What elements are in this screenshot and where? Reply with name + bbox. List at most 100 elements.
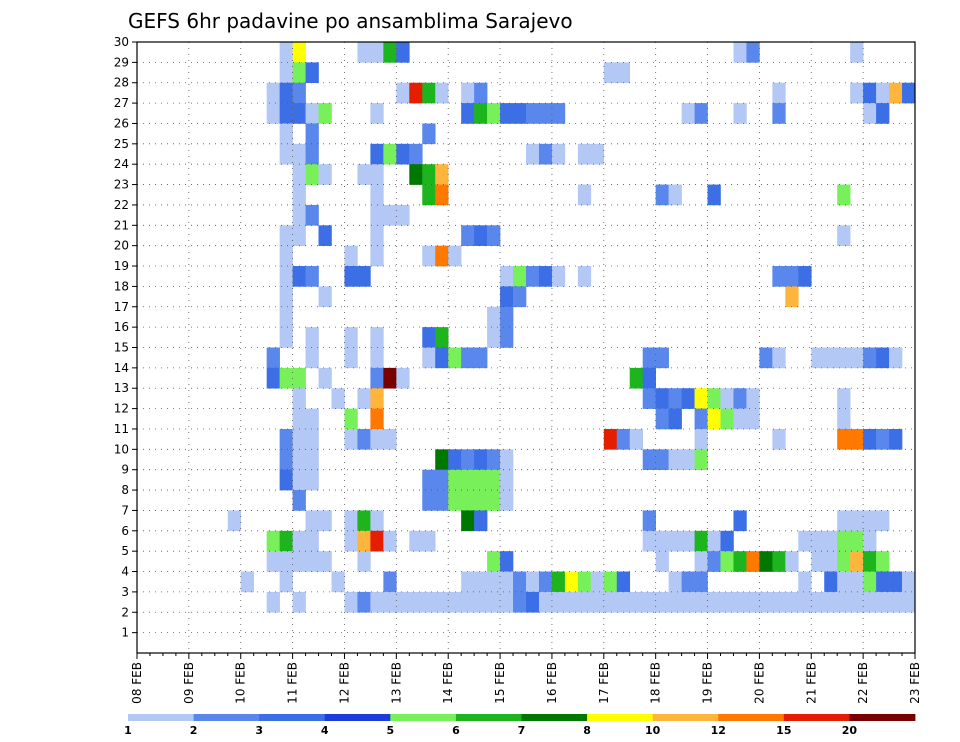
heatmap-cell [694, 449, 708, 470]
heatmap-cell [435, 347, 449, 369]
y-tick-label: 22 [114, 198, 129, 212]
heatmap-cell [279, 42, 293, 63]
heatmap-cell [668, 184, 682, 206]
heatmap-cell [370, 42, 384, 63]
heatmap-cell [772, 591, 786, 613]
heatmap-cell [513, 571, 527, 593]
heatmap-cell [279, 449, 293, 470]
heatmap-cell [590, 571, 605, 593]
x-tick-label: 12 FEB [337, 662, 351, 704]
heatmap-cell [292, 42, 306, 63]
legend-swatch [718, 714, 785, 721]
heatmap-cell [694, 591, 708, 613]
legend-label: 1 [124, 724, 132, 737]
y-tick-label: 18 [114, 279, 129, 293]
heatmap-cell [785, 266, 799, 287]
legend-swatch [455, 714, 522, 721]
heatmap-cell [292, 428, 306, 450]
heatmap-cell [577, 571, 592, 593]
heatmap-cell [370, 367, 384, 389]
heatmap-cell [292, 184, 306, 206]
legend-swatch [521, 714, 588, 721]
heatmap-cell [474, 225, 488, 246]
heatmap-cell [655, 347, 669, 369]
heatmap-cell [603, 591, 618, 613]
heatmap-cell [850, 530, 864, 552]
heatmap-cell [357, 266, 371, 287]
heatmap-cell [422, 469, 436, 491]
legend: 1 2 3 4 5 6 7 8 10 12 15 20 [124, 714, 916, 737]
heatmap-cell [681, 571, 695, 593]
y-tick-label: 29 [114, 55, 129, 69]
heatmap-cell [642, 591, 656, 613]
heatmap-cell [655, 591, 669, 613]
heatmap-cell [279, 62, 293, 84]
heatmap-cell [357, 551, 371, 572]
heatmap-cell [655, 184, 669, 206]
x-tick-label: 11 FEB [286, 662, 300, 704]
legend-label: 12 [711, 724, 726, 737]
heatmap-cell [785, 286, 799, 308]
heatmap-cell [681, 449, 695, 470]
heatmap-cell [837, 184, 851, 206]
heatmap-cell [227, 510, 242, 532]
heatmap-cell [279, 266, 293, 287]
heatmap-cell [383, 571, 397, 593]
heatmap-cell [616, 62, 631, 84]
heatmap-cell [733, 103, 747, 124]
heatmap-cell [383, 591, 397, 613]
heatmap-cell [500, 286, 514, 308]
heatmap-cell [500, 551, 514, 572]
heatmap-cell [383, 367, 397, 389]
heatmap-cell [292, 551, 306, 572]
y-tick-label: 3 [121, 585, 129, 599]
heatmap-cell [292, 490, 306, 511]
heatmap-cell [279, 571, 293, 593]
heatmap-cell [629, 591, 643, 613]
heatmap-cell [279, 530, 293, 552]
heatmap-cell [642, 530, 656, 552]
heatmap-cell [305, 164, 319, 185]
y-tick-label: 27 [114, 96, 129, 110]
legend-label: 2 [190, 724, 198, 737]
heatmap-cell [590, 591, 605, 613]
heatmap-cell [305, 123, 319, 145]
heatmap-cell [383, 143, 397, 165]
heatmap-cell [370, 530, 384, 552]
heatmap-cell [422, 591, 436, 613]
heatmap-cell [422, 490, 436, 511]
heatmap-cell [292, 408, 306, 430]
heatmap-cell [837, 551, 851, 572]
legend-label: 3 [255, 724, 263, 737]
heatmap-cell [370, 347, 384, 369]
heatmap-cell [396, 143, 410, 165]
heatmap-cell [876, 347, 890, 369]
heatmap-cell [305, 449, 319, 470]
heatmap-cell [863, 103, 877, 124]
heatmap-cell [318, 286, 332, 308]
heatmap-cell [344, 327, 358, 348]
heatmap-cell [292, 62, 306, 84]
heatmap-cell [487, 449, 501, 470]
heatmap-cell [889, 428, 903, 450]
heatmap-cell [772, 428, 786, 450]
heatmap-cell [344, 245, 358, 267]
heatmap-cell [746, 408, 760, 430]
heatmap-cell [305, 327, 319, 348]
heatmap-cell [266, 591, 280, 613]
heatmap-cell [902, 82, 916, 104]
heatmap-cell [344, 530, 358, 552]
heatmap-cell [292, 367, 306, 389]
heatmap-cell [292, 164, 306, 185]
heatmap-cell [396, 367, 410, 389]
heatmap-cell [448, 490, 462, 511]
heatmap-cell [850, 42, 864, 63]
heatmap-cell [370, 245, 384, 267]
heatmap-cell [344, 428, 358, 450]
heatmap-cell [513, 103, 527, 124]
heatmap-cell [526, 143, 540, 165]
heatmap-cell [811, 551, 825, 572]
heatmap-cell [876, 571, 890, 593]
heatmap-cell [500, 306, 514, 328]
